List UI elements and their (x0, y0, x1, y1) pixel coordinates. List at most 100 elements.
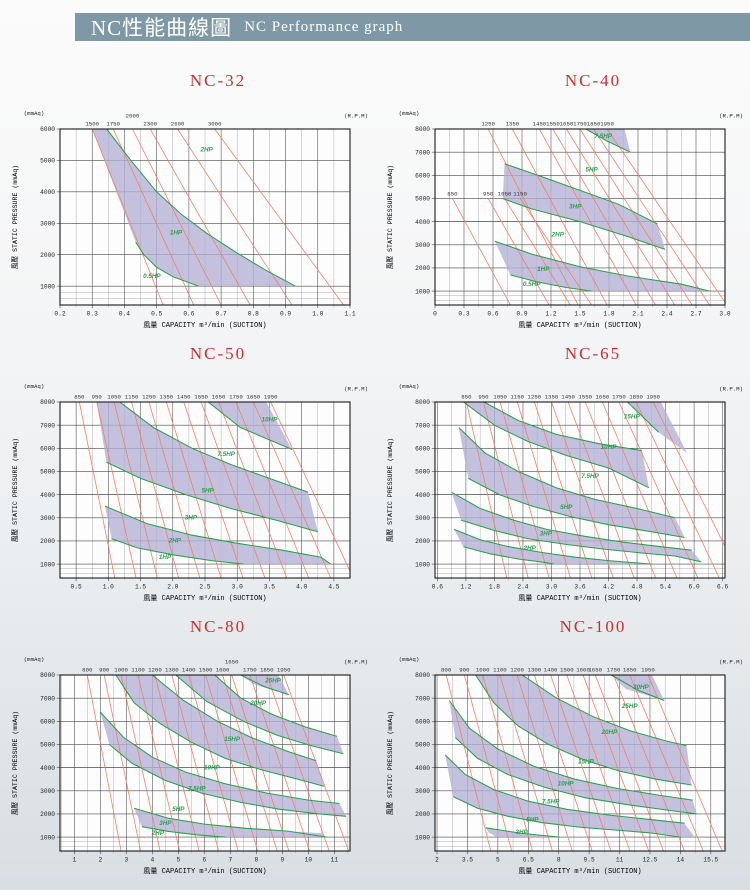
svg-text:3000: 3000 (208, 121, 222, 128)
svg-text:4000: 4000 (415, 219, 430, 226)
hp-label: 25HP (264, 677, 282, 684)
svg-text:10: 10 (305, 857, 313, 864)
svg-text:2000: 2000 (415, 265, 430, 272)
svg-text:1.2: 1.2 (460, 584, 471, 591)
svg-text:6000: 6000 (415, 446, 430, 453)
svg-text:3000: 3000 (415, 788, 430, 795)
hp-label: 3HP (185, 514, 198, 521)
header-band: NC性能曲線圖 NC Performance graph (75, 13, 750, 41)
svg-text:1750: 1750 (607, 667, 621, 674)
svg-text:3000: 3000 (40, 788, 55, 795)
svg-text:1000: 1000 (40, 283, 55, 290)
chart-nc-50: NC-50 1000 2000 3000 4000 5000 6000 7000 8000 0.5… (0, 343, 375, 616)
svg-text:1000: 1000 (476, 667, 490, 674)
svg-text:1.1: 1.1 (344, 311, 355, 318)
hp-label: 15HP (224, 736, 241, 743)
svg-text:2000: 2000 (415, 538, 430, 545)
performance-plot: 1000 2000 3000 4000 5000 6000 7000 8000 0 0.3 0.6 0… (386, 110, 743, 330)
hp-label: 10HP (262, 416, 279, 423)
x-axis-title: 風量 CAPACITY m³/min (SUCTION) (143, 321, 266, 330)
svg-text:4000: 4000 (40, 765, 55, 772)
svg-text:1100: 1100 (131, 667, 145, 674)
performance-plot: 1000 2000 3000 4000 5000 6000 7000 8000 0.5 1.0 1.… (11, 383, 368, 603)
chart-nc-40: NC-40 1000 2000 3000 4000 5000 6000 7000 8000 0 0.… (375, 70, 750, 343)
svg-text:1450: 1450 (561, 394, 575, 401)
svg-text:4.5: 4.5 (328, 584, 339, 591)
hp-label: 10HP (558, 781, 575, 788)
hp-label: 2HP (199, 146, 213, 153)
svg-text:1650: 1650 (225, 659, 239, 666)
svg-text:6.6: 6.6 (717, 584, 728, 591)
hp-label: 20HP (601, 729, 619, 736)
hp-label: 1HP (170, 230, 183, 237)
chart-nc-80: NC-80 1000 2000 3000 4000 5000 6000 7000 8000 1 2 3… (0, 616, 375, 889)
hp-label: 25HP (621, 703, 639, 710)
svg-text:1000: 1000 (40, 561, 55, 568)
svg-text:1.0: 1.0 (312, 311, 323, 318)
plot-border (434, 674, 726, 852)
svg-text:1000: 1000 (415, 561, 430, 568)
svg-text:11: 11 (331, 857, 339, 864)
svg-text:1550: 1550 (578, 394, 592, 401)
svg-text:(R.P.M): (R.P.M) (719, 659, 743, 666)
svg-text:0.6: 0.6 (487, 311, 498, 318)
y-axis-title: 風壓 STATIC PRESSURE (mmAq) (11, 711, 19, 815)
svg-text:14: 14 (677, 857, 685, 864)
x-axis-title: 風量 CAPACITY m³/min (SUCTION) (143, 594, 266, 603)
svg-text:1200: 1200 (510, 667, 524, 674)
svg-text:8000: 8000 (40, 672, 55, 679)
hp-label: 3HP (159, 820, 172, 827)
svg-text:(R.P.M): (R.P.M) (719, 386, 743, 393)
chart-title: NC-50 (189, 344, 247, 363)
hp-label: 5HP (201, 487, 214, 494)
svg-text:2.1: 2.1 (632, 311, 643, 318)
svg-text:3.0: 3.0 (232, 584, 243, 591)
svg-text:1.2: 1.2 (545, 311, 556, 318)
svg-text:1350: 1350 (545, 394, 559, 401)
svg-text:8000: 8000 (415, 399, 430, 406)
svg-text:2: 2 (98, 857, 102, 864)
hp-label: 2HP (522, 545, 536, 552)
svg-text:(mmAq): (mmAq) (399, 383, 419, 390)
svg-text:5000: 5000 (415, 742, 430, 749)
hp-label: 7.5HP (581, 473, 599, 480)
svg-text:3000: 3000 (415, 242, 430, 249)
y-axis-title: 風壓 STATIC PRESSURE (mmAq) (386, 711, 394, 815)
svg-text:0.7: 0.7 (216, 311, 227, 318)
hp-label: 30HP (633, 684, 650, 691)
svg-text:(R.P.M): (R.P.M) (719, 113, 743, 120)
svg-text:1000: 1000 (415, 288, 430, 295)
svg-text:1850: 1850 (247, 394, 261, 401)
hp-label: 5HP (560, 504, 573, 511)
svg-text:1.8: 1.8 (489, 584, 500, 591)
hp-label: 2HP (151, 830, 165, 837)
svg-text:1250: 1250 (528, 394, 542, 401)
plot-border (59, 128, 351, 306)
hp-label: 2HP (168, 538, 182, 545)
svg-text:1350: 1350 (506, 121, 520, 128)
svg-text:(R.P.M): (R.P.M) (344, 386, 368, 393)
svg-text:1: 1 (72, 857, 76, 864)
svg-text:1.0: 1.0 (103, 584, 114, 591)
hp-label: 0.5HP (523, 281, 541, 288)
svg-text:1300: 1300 (165, 667, 179, 674)
svg-text:850: 850 (74, 394, 85, 401)
svg-text:4000: 4000 (40, 492, 55, 499)
svg-text:7000: 7000 (40, 422, 55, 429)
svg-text:1000: 1000 (114, 667, 128, 674)
svg-text:1150: 1150 (125, 394, 139, 401)
svg-text:1600: 1600 (216, 667, 230, 674)
svg-text:4.2: 4.2 (603, 584, 614, 591)
hp-label: 2HP (551, 231, 565, 238)
svg-text:0.9: 0.9 (516, 311, 527, 318)
chart-title: NC-32 (189, 71, 247, 90)
rpm-lines (86, 675, 350, 851)
hp-label: 5HP (172, 806, 185, 813)
svg-text:2000: 2000 (126, 113, 140, 120)
hp-limit-curves (106, 129, 296, 287)
y-axis-title: 風壓 STATIC PRESSURE (mmAq) (386, 438, 394, 542)
svg-text:(mmAq): (mmAq) (24, 383, 44, 390)
svg-text:1150: 1150 (510, 394, 524, 401)
svg-text:5: 5 (496, 857, 500, 864)
svg-text:1850: 1850 (587, 121, 601, 128)
